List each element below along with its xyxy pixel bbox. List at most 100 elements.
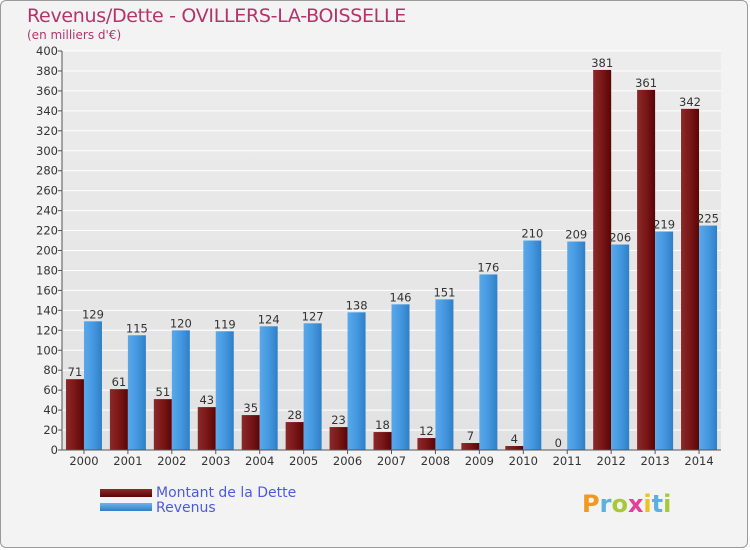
proxiti-logo: Proxiti xyxy=(582,490,672,518)
x-tick-label: 2013 xyxy=(640,454,669,468)
x-tick-label: 2004 xyxy=(245,454,274,468)
data-label: 4 xyxy=(511,432,518,446)
data-label: 71 xyxy=(68,365,83,379)
bar-revenus xyxy=(611,244,630,450)
data-label: 342 xyxy=(679,95,701,109)
chart-subtitle: (en milliers d'€) xyxy=(27,28,122,42)
x-tick-label: 2014 xyxy=(684,454,713,468)
data-label: 115 xyxy=(126,321,148,335)
bar-dette xyxy=(65,379,84,450)
data-label: 361 xyxy=(635,76,657,90)
bar-revenus xyxy=(259,326,278,450)
y-tick-label: 240 xyxy=(36,204,58,218)
bar-dette xyxy=(461,443,480,450)
bar-revenus xyxy=(567,241,586,450)
x-tick-label: 2001 xyxy=(113,454,142,468)
data-label: 23 xyxy=(331,413,346,427)
bar-dette xyxy=(593,69,612,450)
y-tick-label: 200 xyxy=(36,244,58,258)
bar-revenus xyxy=(435,299,454,450)
data-label: 51 xyxy=(156,385,171,399)
y-tick-label: 380 xyxy=(36,64,58,78)
x-tick-label: 2007 xyxy=(377,454,406,468)
data-label: 119 xyxy=(214,317,236,331)
data-label: 120 xyxy=(170,316,192,330)
y-tick-label: 180 xyxy=(36,263,58,277)
bar-dette xyxy=(681,108,700,450)
y-tick-label: 400 xyxy=(36,44,58,58)
legend-swatch-revenus xyxy=(100,503,152,511)
y-axis: 0 20 40 60 80 100 120 140 160 180 200 220 240 260 280 3… xyxy=(36,44,63,457)
x-tick-label: 2010 xyxy=(509,454,538,468)
data-label: 124 xyxy=(258,312,280,326)
y-tick-label: 80 xyxy=(43,363,58,377)
data-label: 225 xyxy=(697,212,719,226)
x-tick-label: 2000 xyxy=(69,454,98,468)
data-label: 138 xyxy=(346,298,368,312)
bar-revenus xyxy=(83,321,102,450)
y-tick-label: 60 xyxy=(43,383,58,397)
data-label: 18 xyxy=(375,418,390,432)
data-label: 176 xyxy=(477,260,499,274)
data-label: 35 xyxy=(243,401,258,415)
y-tick-label: 0 xyxy=(51,443,58,457)
bar-dette xyxy=(109,389,128,450)
x-tick-label: 2006 xyxy=(333,454,362,468)
bar-revenus xyxy=(523,240,542,450)
x-tick-label: 2008 xyxy=(421,454,450,468)
data-label: 7 xyxy=(467,429,474,443)
x-tick-label: 2011 xyxy=(553,454,582,468)
bar-revenus xyxy=(127,335,146,450)
y-tick-label: 260 xyxy=(36,184,58,198)
y-tick-label: 100 xyxy=(36,343,58,357)
y-tick-label: 120 xyxy=(36,323,58,337)
data-label: 209 xyxy=(565,228,587,242)
bar-revenus xyxy=(215,331,234,450)
legend-label-dette: Montant de la Dette xyxy=(156,485,297,501)
y-tick-label: 300 xyxy=(36,144,58,158)
legend-label-revenus: Revenus xyxy=(156,500,216,516)
chart-title: Revenus/Dette - OVILLERS-LA-BOISSELLE xyxy=(27,5,406,27)
bar-revenus xyxy=(391,304,410,450)
bar-revenus xyxy=(479,274,498,450)
x-tick-label: 2012 xyxy=(597,454,626,468)
y-tick-label: 360 xyxy=(36,84,58,98)
y-tick-label: 220 xyxy=(36,224,58,238)
data-label: 206 xyxy=(609,231,631,245)
data-label: 28 xyxy=(287,408,302,422)
y-tick-label: 20 xyxy=(43,423,58,437)
bar-dette xyxy=(505,446,524,450)
data-label: 61 xyxy=(112,375,127,389)
y-tick-label: 40 xyxy=(43,403,58,417)
bar-revenus xyxy=(347,312,366,450)
bar-dette xyxy=(153,399,172,450)
data-label: 210 xyxy=(521,227,543,241)
x-tick-label: 2009 xyxy=(465,454,494,468)
data-label: 43 xyxy=(199,393,214,407)
legend-swatch-dette xyxy=(100,489,152,497)
data-label: 0 xyxy=(555,436,562,450)
bar-dette xyxy=(197,407,216,450)
x-tick-label: 2002 xyxy=(157,454,186,468)
bar-revenus xyxy=(699,225,718,450)
bar-revenus xyxy=(655,231,674,450)
y-tick-label: 280 xyxy=(36,164,58,178)
bars: 7112961115511204311935124281272313818146… xyxy=(65,56,719,450)
data-label: 219 xyxy=(653,218,675,232)
y-tick-label: 140 xyxy=(36,303,58,317)
data-label: 151 xyxy=(433,285,455,299)
x-tick-label: 2003 xyxy=(201,454,230,468)
data-label: 146 xyxy=(390,290,412,304)
x-axis: 2000 2001 2002 2003 2004 2005 2006 2007 2008 2009… xyxy=(62,449,721,468)
bar-dette xyxy=(241,415,260,450)
bar-dette xyxy=(637,89,656,450)
y-tick-label: 340 xyxy=(36,104,58,118)
bar-dette xyxy=(329,427,348,450)
data-label: 381 xyxy=(591,56,613,70)
bar-dette xyxy=(285,422,304,450)
data-label: 129 xyxy=(82,307,104,321)
bar-dette xyxy=(417,438,436,450)
bar-dette xyxy=(373,432,392,450)
bar-revenus xyxy=(303,323,322,450)
